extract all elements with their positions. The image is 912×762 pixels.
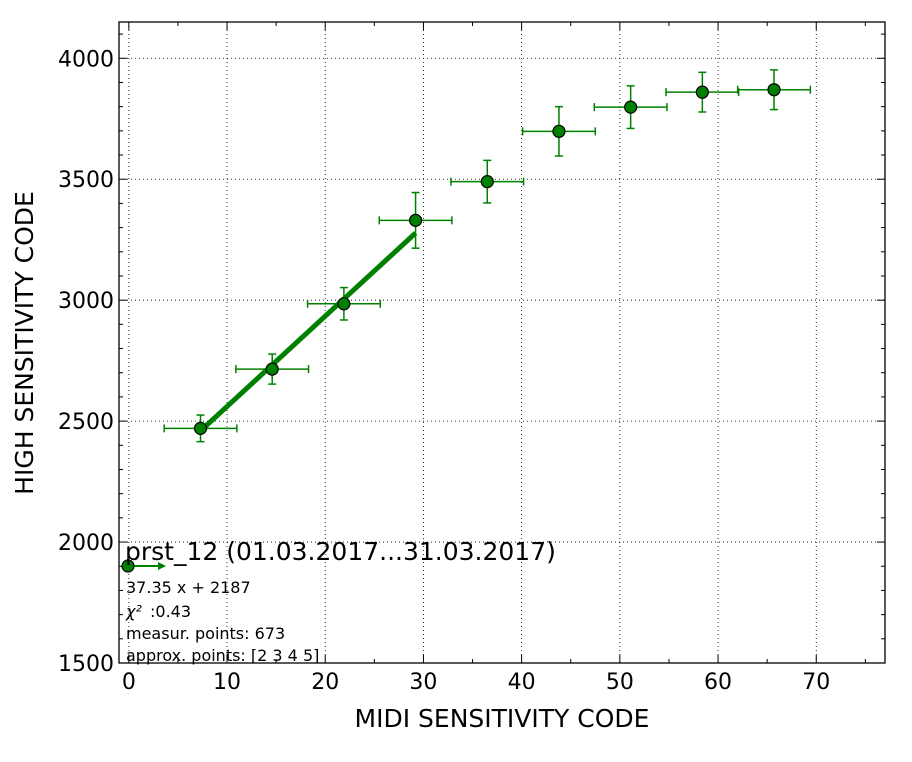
y-tick-label: 3000 bbox=[58, 289, 114, 314]
x-tick-label: 20 bbox=[311, 670, 339, 695]
x-axis-title: MIDI SENSITIVITY CODE bbox=[355, 704, 650, 733]
legend-equation: 37.35 x + 2187 bbox=[126, 578, 251, 597]
grid-lines bbox=[119, 22, 885, 664]
x-tick-label: 60 bbox=[704, 670, 732, 695]
plot-frame bbox=[118, 21, 886, 664]
data-point bbox=[408, 213, 423, 227]
data-point bbox=[480, 175, 494, 189]
data-point bbox=[552, 124, 566, 138]
data-point bbox=[624, 100, 638, 114]
y-tick-label: 2500 bbox=[58, 410, 114, 435]
legend-marker bbox=[121, 559, 135, 573]
y-tick-label: 1500 bbox=[58, 652, 114, 677]
data-points bbox=[163, 69, 812, 443]
data-point bbox=[193, 421, 208, 435]
y-tick-label: 2000 bbox=[58, 531, 114, 556]
data-point bbox=[767, 83, 781, 97]
legend-title: prst_12 (01.03.2017...31.03.2017) bbox=[125, 537, 556, 566]
fit-line-group bbox=[198, 231, 418, 433]
legend-chi2-value: :0.43 bbox=[150, 602, 191, 621]
legend-measur-points: measur. points: 673 bbox=[126, 624, 285, 643]
x-tick-label: 50 bbox=[606, 670, 634, 695]
x-tick-label: 40 bbox=[508, 670, 536, 695]
data-point bbox=[265, 362, 279, 376]
x-tick-label: 30 bbox=[409, 670, 437, 695]
x-tick-label: 70 bbox=[802, 670, 830, 695]
x-tick-label: 0 bbox=[122, 670, 136, 695]
axis-ticks bbox=[119, 22, 885, 664]
x-tick-label: 10 bbox=[213, 670, 241, 695]
legend: prst_12 (01.03.2017...31.03.2017) 37.35 … bbox=[121, 537, 556, 665]
legend-arrow-head bbox=[158, 562, 166, 570]
y-tick-label: 3500 bbox=[58, 168, 114, 193]
tick-labels: 0 10 20 30 40 50 60 70 1500 2000 2500 3000 3500 4000 bbox=[58, 47, 830, 695]
data-point bbox=[337, 297, 351, 311]
legend-approx-points: approx. points: [2 3 4 5] bbox=[126, 646, 319, 665]
data-point bbox=[695, 85, 709, 99]
fit-line bbox=[198, 231, 418, 433]
y-axis-title: HIGH SENSITIVITY CODE bbox=[10, 191, 39, 495]
y-tick-label: 4000 bbox=[58, 47, 114, 72]
legend-chi2-symbol: χ² bbox=[125, 602, 142, 621]
